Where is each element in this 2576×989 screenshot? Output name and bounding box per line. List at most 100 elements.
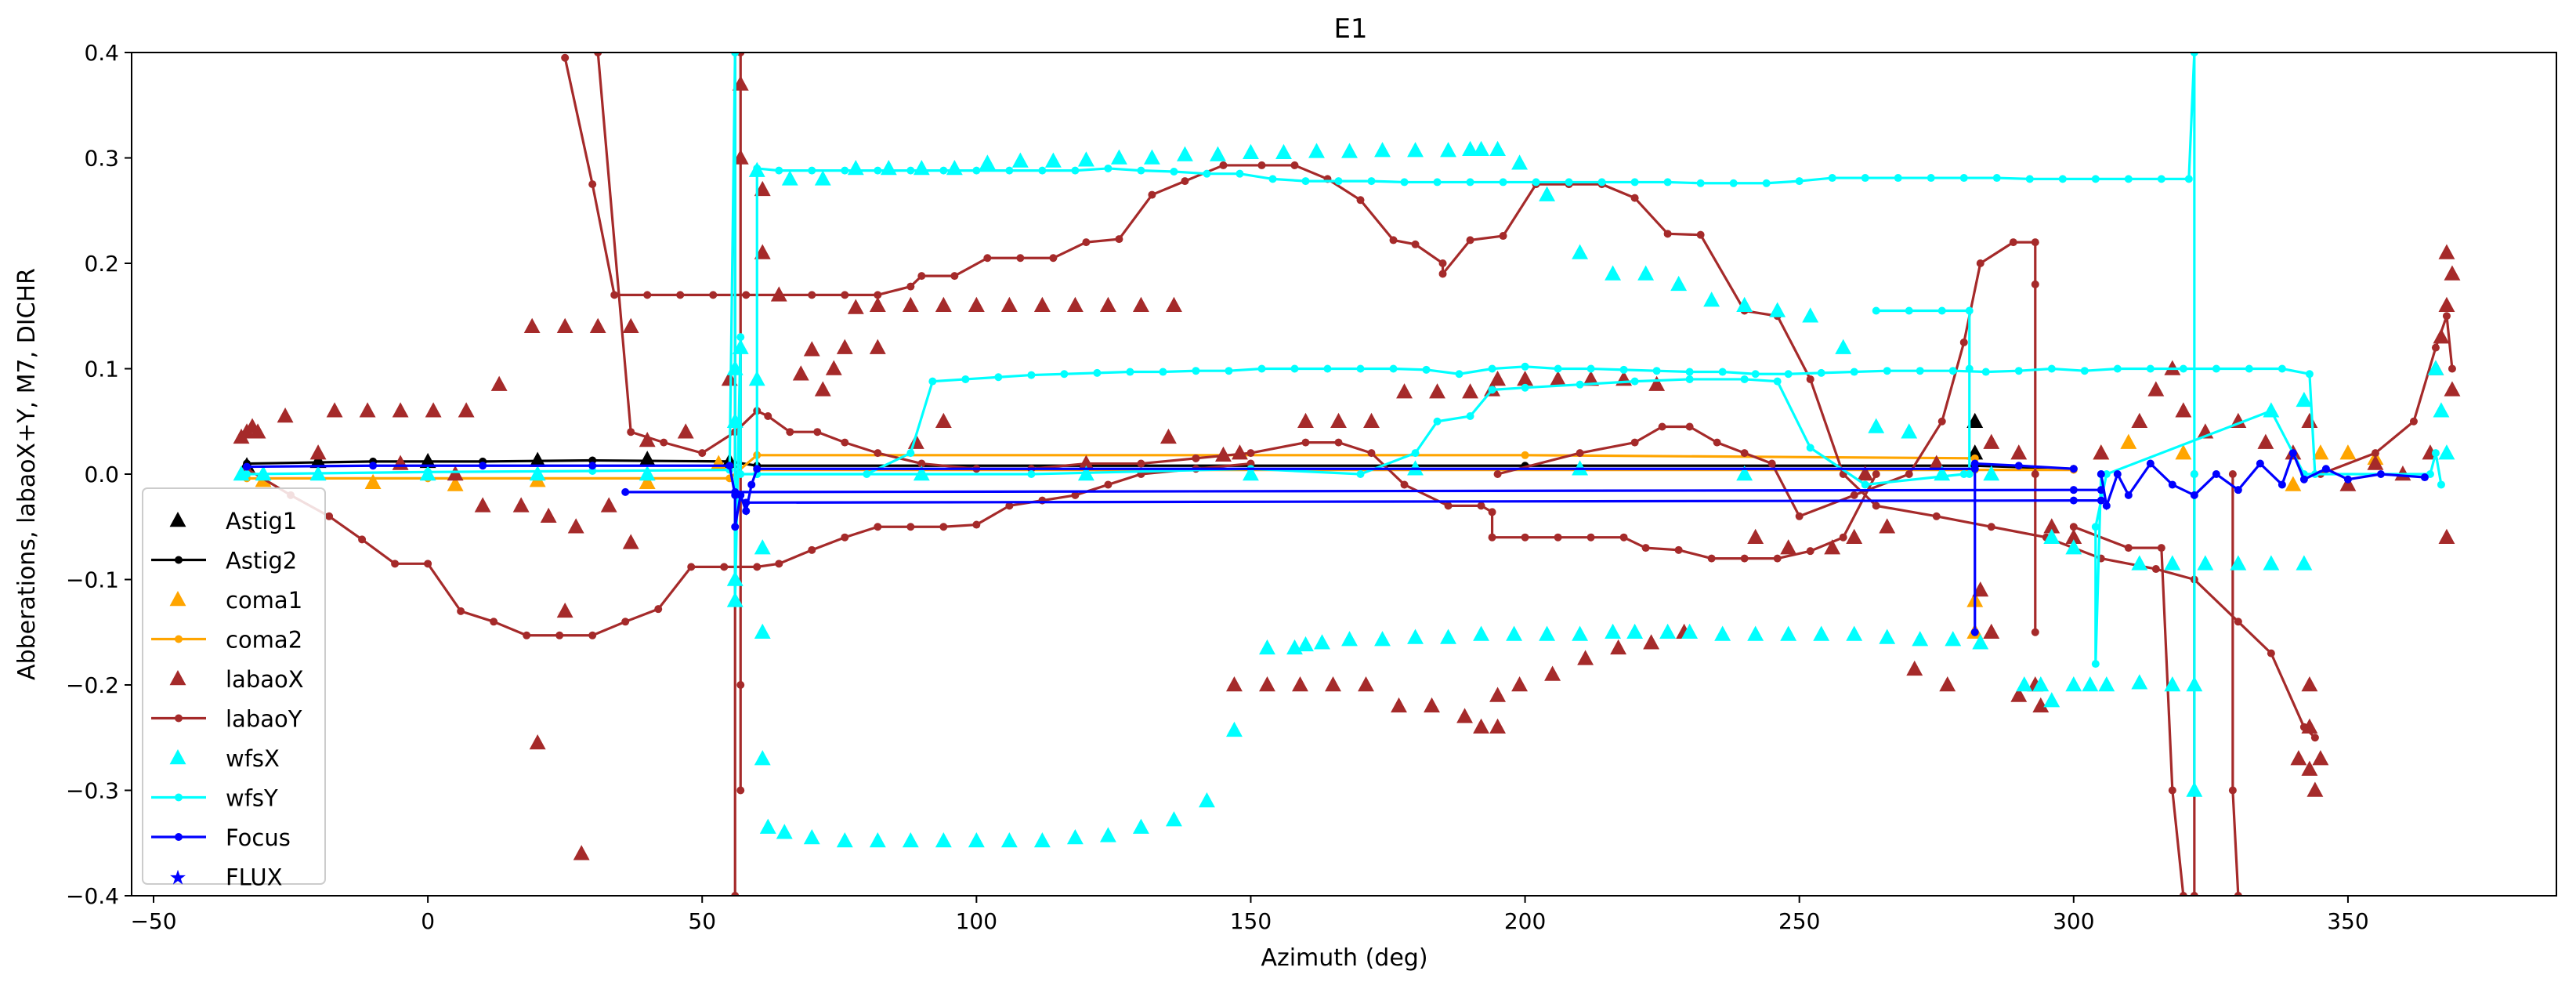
data-point bbox=[1356, 196, 1365, 205]
data-point bbox=[1290, 364, 1299, 373]
data-point bbox=[968, 832, 985, 848]
data-point bbox=[935, 832, 952, 848]
data-point bbox=[1972, 634, 1989, 650]
data-point bbox=[742, 291, 751, 299]
legend-label: Astig1 bbox=[226, 508, 297, 534]
data-point bbox=[754, 244, 771, 259]
data-point bbox=[1489, 140, 1507, 156]
legend-marker bbox=[169, 512, 186, 527]
series-line bbox=[1497, 241, 2037, 632]
data-point bbox=[1077, 151, 1094, 167]
star-icon: ★ bbox=[168, 867, 186, 890]
legend-marker bbox=[175, 793, 183, 802]
legend-label: labaoY bbox=[226, 706, 302, 733]
data-point bbox=[869, 296, 886, 313]
data-point bbox=[1861, 480, 1869, 489]
data-point bbox=[2014, 367, 2023, 375]
data-point bbox=[364, 473, 382, 490]
data-point bbox=[994, 373, 1003, 382]
data-point bbox=[1806, 375, 1814, 383]
data-point bbox=[972, 520, 981, 529]
data-point bbox=[2438, 296, 2455, 313]
data-point bbox=[2371, 449, 2379, 458]
legend-label: coma1 bbox=[226, 587, 302, 614]
data-point bbox=[1872, 502, 1880, 510]
data-point bbox=[1473, 718, 1490, 734]
data-point bbox=[556, 602, 573, 618]
data-point bbox=[424, 560, 432, 568]
data-point bbox=[1104, 164, 1113, 172]
data-point bbox=[2228, 470, 2237, 478]
series-line bbox=[2073, 525, 2185, 896]
data-point bbox=[1983, 623, 2000, 639]
data-point bbox=[1970, 628, 1979, 636]
data-point bbox=[2032, 697, 2050, 713]
data-point bbox=[874, 291, 882, 299]
data-point bbox=[836, 339, 853, 354]
data-point bbox=[1341, 143, 1358, 158]
data-point bbox=[1586, 533, 1595, 542]
legend-label: Astig2 bbox=[226, 548, 297, 574]
data-point bbox=[1093, 368, 1102, 377]
data-point bbox=[1126, 368, 1134, 376]
data-point bbox=[1400, 178, 1409, 187]
series-line bbox=[1876, 309, 1971, 474]
data-point bbox=[1824, 539, 1841, 555]
data-point bbox=[2431, 343, 2440, 352]
data-point bbox=[825, 360, 842, 375]
data-point bbox=[2339, 476, 2357, 491]
data-point bbox=[490, 618, 498, 626]
data-point bbox=[529, 466, 546, 481]
legend-box bbox=[142, 487, 326, 885]
data-point bbox=[841, 438, 849, 447]
data-point bbox=[1192, 454, 1200, 462]
data-point bbox=[1016, 254, 1025, 263]
legend-marker bbox=[169, 591, 186, 607]
data-point bbox=[2080, 367, 2089, 375]
data-point bbox=[1767, 459, 1776, 468]
legend-item-labaoX: labaoX bbox=[169, 666, 304, 693]
data-point bbox=[2278, 364, 2286, 373]
data-point bbox=[2069, 496, 2078, 505]
data-point bbox=[1605, 623, 1622, 639]
data-point bbox=[2091, 175, 2100, 183]
data-point bbox=[424, 468, 432, 476]
data-point bbox=[1027, 371, 1036, 379]
data-point bbox=[709, 291, 718, 299]
data-point bbox=[1532, 178, 1540, 187]
data-point bbox=[1049, 254, 1058, 263]
data-point bbox=[1292, 676, 1308, 692]
legend-item-coma2: coma2 bbox=[151, 627, 302, 654]
data-point bbox=[759, 818, 776, 834]
data-point bbox=[1696, 230, 1705, 239]
y-tick-label: 0.4 bbox=[84, 40, 119, 66]
data-point bbox=[523, 317, 541, 333]
data-point bbox=[742, 498, 751, 507]
data-point bbox=[1894, 174, 1902, 183]
data-point bbox=[874, 166, 882, 175]
data-point bbox=[1872, 306, 1880, 315]
data-point bbox=[1143, 149, 1160, 165]
data-point bbox=[660, 438, 668, 447]
data-point bbox=[1000, 296, 1018, 313]
legend-item-Astig2: Astig2 bbox=[151, 548, 297, 574]
data-point bbox=[1374, 631, 1391, 647]
x-axis-label: Azimuth (deg) bbox=[1261, 944, 1427, 972]
data-point bbox=[1165, 296, 1182, 313]
data-point bbox=[1937, 417, 1946, 426]
data-point bbox=[1005, 166, 1014, 175]
data-point bbox=[309, 452, 327, 469]
data-point bbox=[753, 465, 762, 473]
legend-marker bbox=[175, 635, 183, 643]
x-tick-label: 150 bbox=[1230, 908, 1272, 934]
legend-item-wfsX: wfsX bbox=[169, 745, 280, 772]
data-point bbox=[243, 470, 251, 478]
data-point bbox=[1945, 631, 1962, 647]
data-point bbox=[1110, 149, 1127, 165]
data-point bbox=[1374, 142, 1391, 158]
data-point bbox=[2097, 496, 2105, 505]
data-point bbox=[639, 466, 656, 481]
data-point bbox=[2212, 470, 2220, 478]
legend-label: FLUX bbox=[226, 864, 283, 891]
data-point bbox=[2256, 459, 2264, 468]
